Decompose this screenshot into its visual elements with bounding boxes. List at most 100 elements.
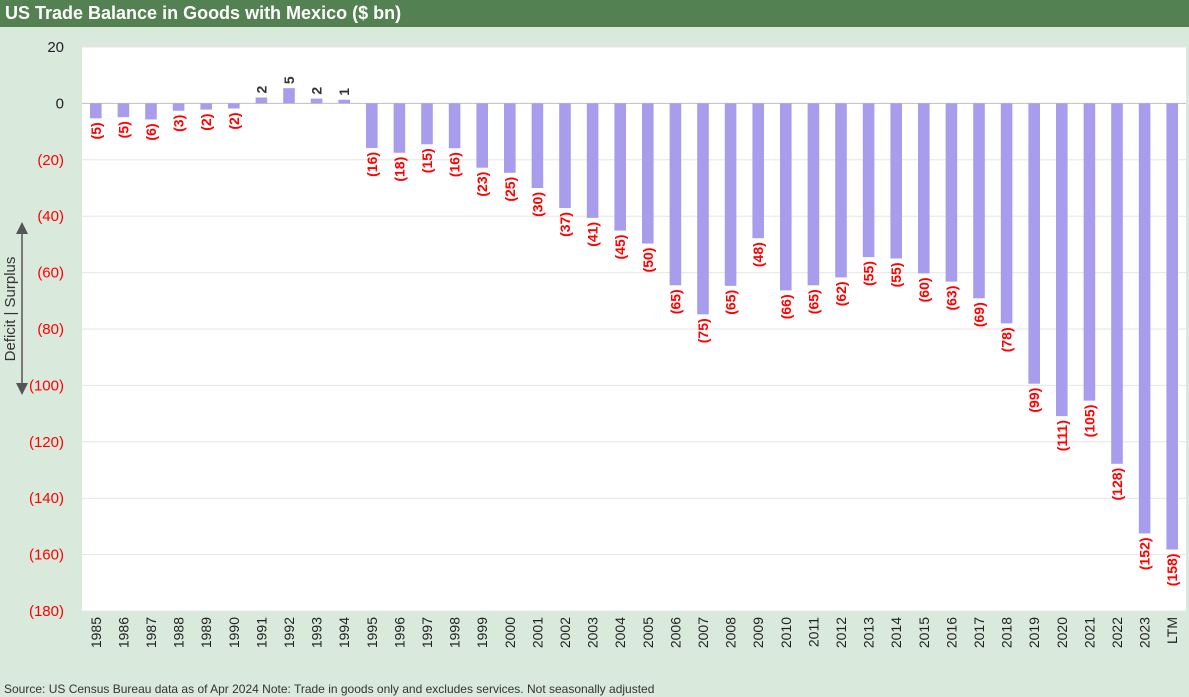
y-tick-label: (60) bbox=[37, 265, 64, 282]
data-label: 2 bbox=[309, 87, 325, 95]
data-label: (6) bbox=[143, 123, 159, 140]
y-tick-label: (160) bbox=[29, 547, 64, 564]
bar bbox=[697, 103, 709, 315]
bar bbox=[890, 103, 902, 259]
bar bbox=[780, 103, 792, 291]
bar bbox=[145, 103, 157, 120]
y-tick-label: (80) bbox=[37, 321, 64, 338]
axis-arrow-down bbox=[16, 383, 28, 395]
y-axis-label: Deficit | Surplus bbox=[2, 257, 19, 362]
bar bbox=[862, 103, 875, 258]
x-tick-label: 2010 bbox=[778, 617, 794, 648]
bar bbox=[448, 103, 461, 149]
x-axis: 1985 1986 1987 1988 1989 1990 1991 1992 1993 1994… bbox=[88, 617, 1180, 648]
bar bbox=[807, 103, 820, 286]
x-tick-label: 2001 bbox=[529, 617, 545, 648]
bar bbox=[724, 103, 737, 286]
data-label: (99) bbox=[1026, 388, 1042, 413]
y-axis-title: Deficit | Surplus bbox=[2, 222, 28, 395]
y-axis: 20 0 (20) (40) (60) (80) (100) (120) (140) (160) (… bbox=[29, 39, 64, 620]
data-label: (37) bbox=[557, 212, 573, 237]
bar bbox=[283, 88, 295, 104]
y-tick-label: (100) bbox=[29, 377, 64, 394]
x-tick-label: 2005 bbox=[640, 617, 656, 648]
data-label: (25) bbox=[502, 177, 518, 202]
x-tick-label: 1992 bbox=[281, 617, 297, 648]
x-tick-label: LTM bbox=[1164, 617, 1180, 644]
title-bar: US Trade Balance in Goods with Mexico ($… bbox=[0, 0, 1189, 27]
x-tick-label: 1998 bbox=[447, 617, 463, 648]
x-tick-label: 1999 bbox=[474, 617, 490, 648]
y-tick-label: 20 bbox=[47, 39, 64, 56]
x-tick-label: 2015 bbox=[916, 617, 932, 648]
data-label: (62) bbox=[833, 281, 849, 306]
data-label: (50) bbox=[640, 248, 656, 273]
x-tick-label: 2014 bbox=[888, 617, 904, 648]
y-tick-label: (120) bbox=[29, 434, 64, 451]
x-tick-label: 2019 bbox=[1026, 617, 1042, 648]
bar bbox=[973, 103, 985, 299]
source-note: Source: US Census Bureau data as of Apr … bbox=[4, 682, 655, 696]
x-tick-label: 2009 bbox=[750, 617, 766, 648]
data-label: (2) bbox=[226, 112, 242, 129]
x-tick-label: 2000 bbox=[502, 617, 518, 648]
data-label: (105) bbox=[1081, 405, 1097, 438]
y-tick-label: 0 bbox=[56, 95, 64, 112]
x-tick-label: 2023 bbox=[1137, 617, 1153, 648]
x-tick-label: 2003 bbox=[585, 617, 601, 648]
x-tick-label: 2011 bbox=[805, 617, 821, 647]
data-label: (158) bbox=[1164, 554, 1180, 587]
bar bbox=[172, 103, 185, 111]
axis-arrow-up bbox=[16, 222, 28, 234]
y-tick-label: (140) bbox=[29, 490, 64, 507]
bar bbox=[366, 103, 378, 148]
bar bbox=[1028, 103, 1040, 384]
x-tick-label: 1996 bbox=[391, 617, 407, 648]
bar bbox=[945, 103, 958, 282]
data-label: (2) bbox=[198, 114, 214, 131]
x-tick-label: 1991 bbox=[253, 617, 269, 648]
data-label: 1 bbox=[336, 88, 352, 96]
data-label: (55) bbox=[888, 263, 904, 288]
x-tick-label: 2002 bbox=[557, 617, 573, 648]
x-tick-label: 2004 bbox=[612, 617, 628, 648]
x-tick-label: 1989 bbox=[198, 617, 214, 648]
x-tick-label: 2006 bbox=[667, 617, 683, 648]
bar bbox=[586, 103, 599, 218]
x-tick-label: 2012 bbox=[833, 617, 849, 648]
bar bbox=[421, 103, 433, 145]
data-label: (41) bbox=[585, 222, 601, 247]
bar bbox=[228, 103, 240, 109]
data-label: 2 bbox=[253, 85, 269, 93]
bar bbox=[393, 103, 406, 153]
bar bbox=[1056, 103, 1068, 417]
data-label: (5) bbox=[88, 122, 104, 139]
x-tick-label: 1987 bbox=[143, 617, 159, 648]
data-label: 5 bbox=[281, 76, 297, 84]
bar bbox=[1138, 103, 1151, 534]
data-label: (5) bbox=[115, 121, 131, 138]
data-label: (48) bbox=[750, 242, 766, 267]
data-label: (23) bbox=[474, 172, 490, 197]
bar bbox=[310, 98, 323, 104]
bar bbox=[642, 103, 654, 244]
data-label: (60) bbox=[916, 277, 932, 302]
bars bbox=[90, 88, 1178, 550]
x-tick-label: 2020 bbox=[1054, 617, 1070, 648]
bar bbox=[1166, 103, 1178, 550]
x-tick-label: 1988 bbox=[171, 617, 187, 648]
data-label: (66) bbox=[778, 294, 794, 319]
data-label: (75) bbox=[695, 318, 711, 343]
y-tick-label: (40) bbox=[37, 208, 64, 225]
x-tick-label: 1997 bbox=[419, 617, 435, 648]
data-labels: (5) (5) (6) (3) (2) (2) 2 5 2 1 (16) (18) (15) (16) (2… bbox=[88, 76, 1180, 586]
data-label: (3) bbox=[171, 115, 187, 132]
x-tick-label: 2017 bbox=[971, 617, 987, 648]
data-label: (16) bbox=[447, 152, 463, 177]
bar bbox=[90, 103, 102, 119]
x-tick-label: 1995 bbox=[364, 617, 380, 648]
bar bbox=[614, 103, 626, 231]
data-label: (69) bbox=[971, 302, 987, 327]
bar bbox=[752, 103, 764, 239]
